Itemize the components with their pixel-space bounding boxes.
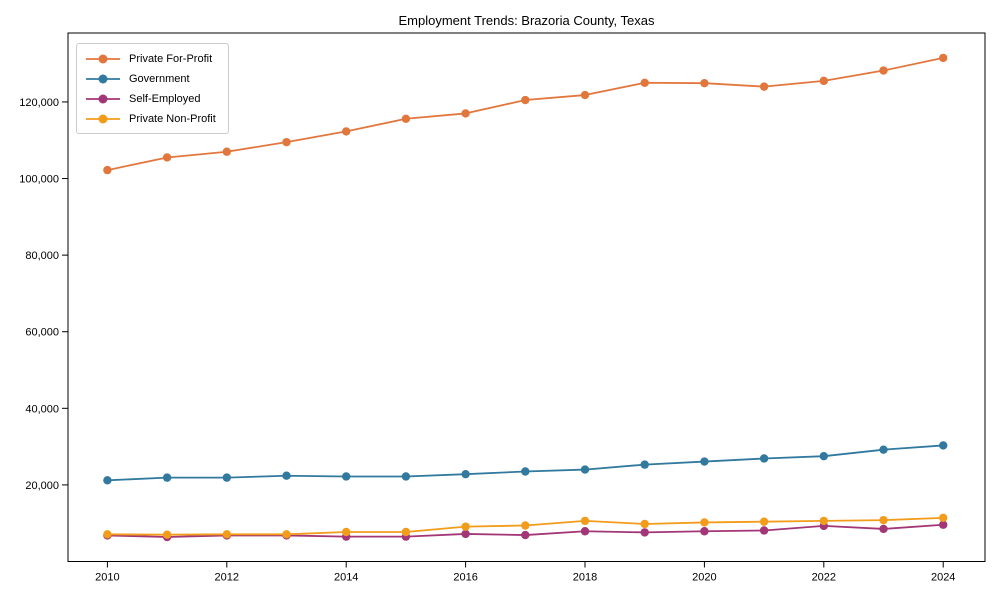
data-point-private-for-profit bbox=[282, 137, 291, 147]
y-axis-tick-label: 120,000 bbox=[19, 97, 59, 109]
legend: Private For-Profit Government Self-Employe… bbox=[76, 43, 229, 134]
data-point-private-for-profit bbox=[640, 78, 649, 87]
data-point-government bbox=[700, 457, 709, 466]
axes-frame bbox=[67, 32, 986, 562]
data-point-private-for-profit bbox=[401, 114, 411, 123]
data-point-government bbox=[342, 472, 351, 481]
legend-item-government: Government bbox=[84, 70, 216, 87]
x-axis-tick-label: 2022 bbox=[812, 572, 836, 584]
x-axis-tick-label: 2024 bbox=[931, 572, 955, 584]
data-point-private-for-profit bbox=[819, 76, 829, 86]
data-point-government bbox=[521, 467, 530, 476]
data-point-private-for-profit bbox=[461, 109, 470, 118]
data-point-private-non-profit bbox=[819, 516, 829, 526]
data-point-government bbox=[162, 473, 172, 482]
legend-item-private-non-profit: Private Non-Profit bbox=[84, 110, 216, 127]
data-point-government bbox=[222, 473, 232, 482]
legend-marker-icon bbox=[86, 94, 120, 103]
y-axis-tick-label: 60,000 bbox=[25, 327, 59, 339]
data-point-private-non-profit bbox=[342, 527, 351, 537]
data-point-private-for-profit bbox=[103, 165, 112, 175]
data-point-self-employed bbox=[700, 527, 709, 536]
legend-marker-icon bbox=[86, 54, 120, 63]
legend-item-self-employed: Self-Employed bbox=[84, 90, 216, 107]
data-point-government bbox=[879, 445, 888, 454]
data-point-government bbox=[461, 469, 470, 479]
data-point-self-employed bbox=[461, 529, 470, 539]
x-axis-tick-label: 2018 bbox=[573, 572, 597, 584]
data-point-self-employed bbox=[759, 526, 769, 535]
data-point-self-employed bbox=[521, 530, 530, 540]
data-point-private-non-profit bbox=[580, 516, 590, 526]
data-point-private-non-profit bbox=[222, 530, 232, 539]
data-point-private-for-profit bbox=[879, 66, 888, 75]
data-point-self-employed bbox=[939, 520, 948, 529]
x-axis-tick-label: 2012 bbox=[215, 572, 239, 584]
data-point-private-for-profit bbox=[222, 147, 232, 156]
data-point-self-employed bbox=[879, 524, 888, 534]
data-point-private-non-profit bbox=[521, 521, 530, 530]
data-point-government bbox=[282, 471, 291, 480]
data-point-private-for-profit bbox=[342, 127, 351, 136]
data-point-private-non-profit bbox=[939, 513, 948, 523]
data-point-government bbox=[640, 460, 649, 469]
data-point-private-non-profit bbox=[700, 518, 709, 527]
data-point-private-for-profit bbox=[521, 95, 530, 105]
y-axis-tick-label: 100,000 bbox=[19, 174, 59, 186]
chart-title: Employment Trends: Brazoria County, Texa… bbox=[398, 13, 655, 28]
x-axis-tick-label: 2016 bbox=[453, 572, 477, 584]
data-point-government bbox=[819, 451, 829, 461]
legend-item-private-for-profit: Private For-Profit bbox=[84, 50, 216, 67]
x-axis-tick-label: 2020 bbox=[692, 572, 716, 584]
data-point-self-employed bbox=[580, 527, 590, 536]
data-point-private-for-profit bbox=[759, 82, 769, 91]
y-axis-tick-label: 20,000 bbox=[25, 480, 59, 492]
data-point-government bbox=[103, 476, 112, 485]
data-point-private-non-profit bbox=[879, 515, 888, 525]
series-line-private-for-profit bbox=[107, 57, 944, 171]
data-point-private-non-profit bbox=[162, 530, 172, 539]
data-point-private-non-profit bbox=[401, 527, 411, 537]
x-axis-tick-label: 2010 bbox=[95, 572, 119, 584]
legend-item-label: Government bbox=[129, 72, 190, 85]
data-point-private-for-profit bbox=[580, 90, 590, 100]
data-point-private-non-profit bbox=[103, 530, 112, 539]
data-point-government bbox=[401, 472, 411, 481]
data-point-private-non-profit bbox=[282, 530, 291, 539]
data-point-government bbox=[580, 465, 590, 474]
data-point-private-for-profit bbox=[939, 53, 948, 63]
legend-marker-icon bbox=[86, 74, 120, 83]
data-point-private-for-profit bbox=[700, 78, 709, 88]
legend-item-label: Private For-Profit bbox=[129, 52, 213, 65]
x-axis-tick-label: 2014 bbox=[334, 572, 358, 584]
data-point-private-for-profit bbox=[162, 153, 172, 162]
y-axis-tick-label: 40,000 bbox=[25, 403, 59, 415]
data-point-government bbox=[759, 454, 769, 463]
data-point-self-employed bbox=[640, 528, 649, 537]
legend-item-label: Private Non-Profit bbox=[129, 112, 216, 125]
data-point-government bbox=[939, 441, 948, 450]
y-axis-tick-label: 80,000 bbox=[25, 250, 59, 262]
legend-marker-icon bbox=[86, 114, 120, 123]
data-point-private-non-profit bbox=[759, 517, 769, 526]
data-point-private-non-profit bbox=[461, 522, 470, 531]
data-point-private-non-profit bbox=[640, 519, 649, 529]
legend-item-label: Self-Employed bbox=[129, 92, 201, 105]
